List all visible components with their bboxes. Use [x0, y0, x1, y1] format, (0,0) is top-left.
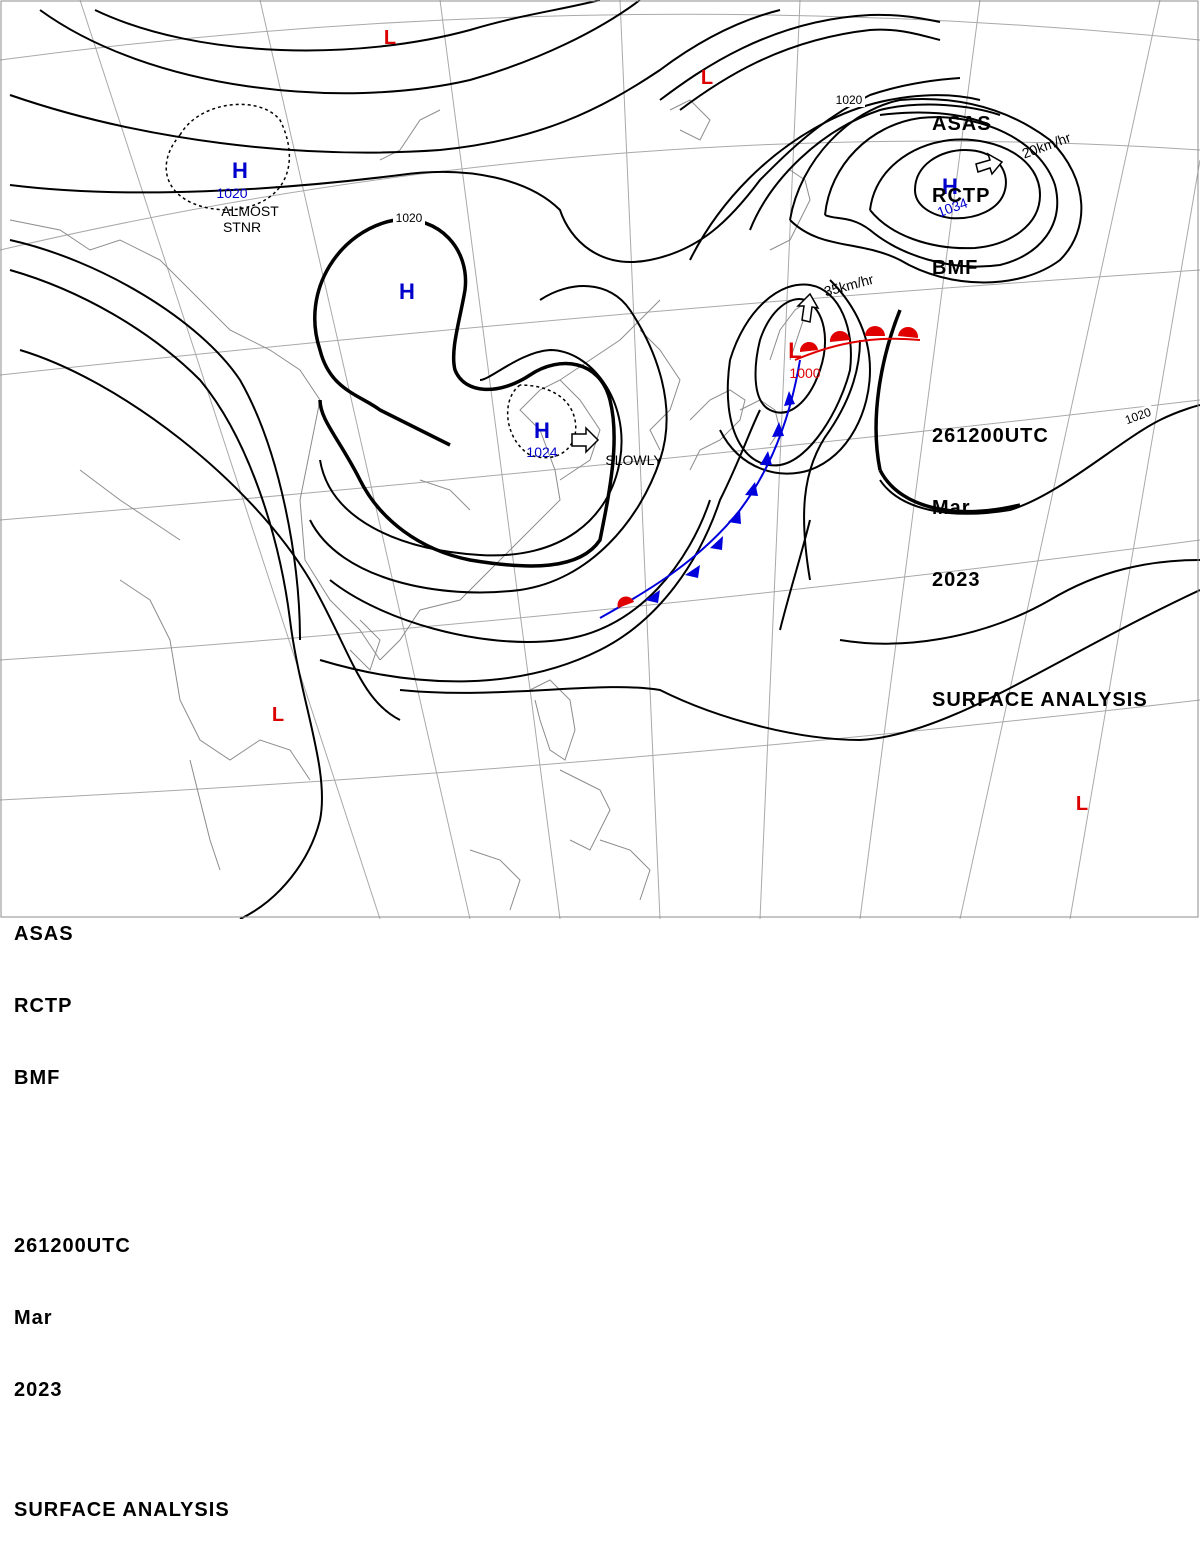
low-center-1-symbol: L	[788, 338, 801, 363]
footer-month: Mar	[14, 1306, 268, 1330]
header-time: 261200UTC	[932, 424, 1180, 448]
high-center-3-symbol: H	[534, 418, 550, 443]
header-line-1: ASAS RCTP BMF	[932, 64, 1180, 328]
header-block-top: ASAS RCTP BMF 261200UTC Mar 2023 SURFACE…	[932, 16, 1180, 736]
header-year: 2023	[932, 568, 1180, 592]
isobar-label-2: 1020	[836, 93, 863, 107]
header-code: BMF	[932, 256, 1180, 280]
low-center-1-pressure: 1000	[789, 365, 820, 381]
high-center-2-symbol: H	[399, 279, 415, 304]
footer-product: ASAS	[14, 922, 268, 946]
low-center-3-symbol: L	[701, 67, 713, 89]
high-center-1-symbol: H	[232, 158, 248, 183]
high-center-1-note-a: ALMOST	[221, 203, 279, 219]
isobar-label-1: 1020	[396, 211, 423, 225]
footer-line-2: 261200UTC Mar 2023	[14, 1186, 268, 1450]
high-center-1-note-b: STNR	[223, 219, 261, 235]
header-title: SURFACE ANALYSIS	[932, 688, 1180, 712]
low-center-4-symbol: L	[272, 704, 284, 726]
high-center-3-pressure: 1024	[526, 444, 557, 460]
header-station: RCTP	[932, 184, 1180, 208]
footer-time: 261200UTC	[14, 1234, 268, 1258]
high-center-1-pressure: 1020	[216, 185, 247, 201]
low-center-5-symbol: L	[1076, 793, 1088, 815]
footer-year: 2023	[14, 1378, 268, 1402]
header-month: Mar	[932, 496, 1180, 520]
footer-line-1: ASAS RCTP BMF	[14, 874, 268, 1138]
low-center-2-symbol: L	[384, 27, 396, 49]
footer-station: RCTP	[14, 994, 268, 1018]
footer-code: BMF	[14, 1066, 268, 1090]
footer-title: SURFACE ANALYSIS	[14, 1498, 268, 1522]
header-product: ASAS	[932, 112, 1180, 136]
header-block-bottom: ASAS RCTP BMF 261200UTC Mar 2023 SURFACE…	[14, 826, 268, 1546]
header-line-2: 261200UTC Mar 2023	[932, 376, 1180, 640]
high-center-3-note: SLOWLY	[605, 452, 663, 468]
